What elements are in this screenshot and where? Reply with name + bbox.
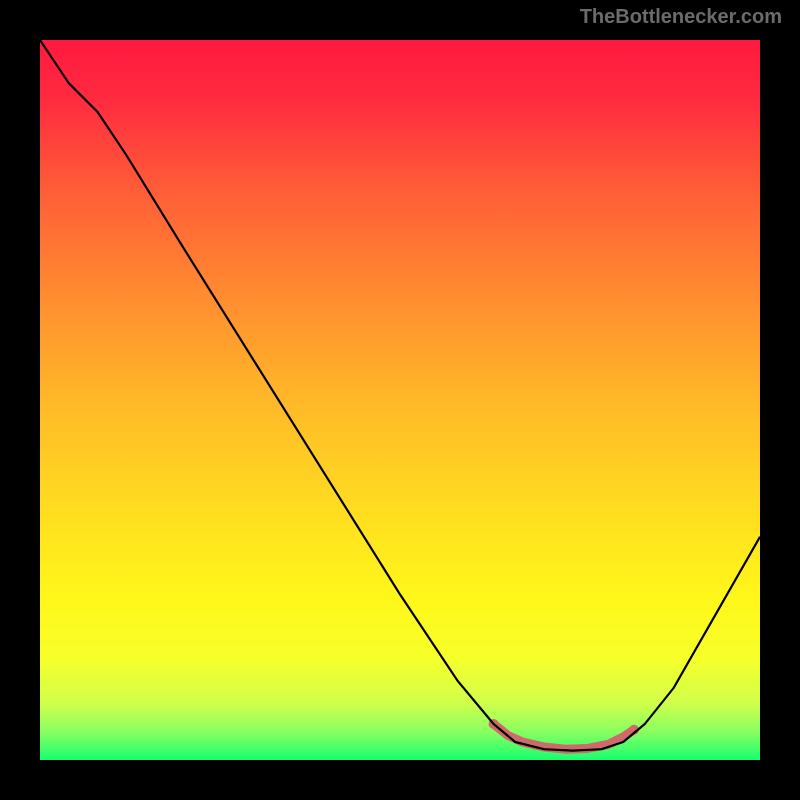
plot-area [40, 40, 760, 760]
chart-frame: TheBottlenecker.com [0, 0, 800, 800]
attribution-label: TheBottlenecker.com [580, 6, 782, 29]
gradient-chart [40, 40, 760, 760]
gradient-background [40, 40, 760, 760]
